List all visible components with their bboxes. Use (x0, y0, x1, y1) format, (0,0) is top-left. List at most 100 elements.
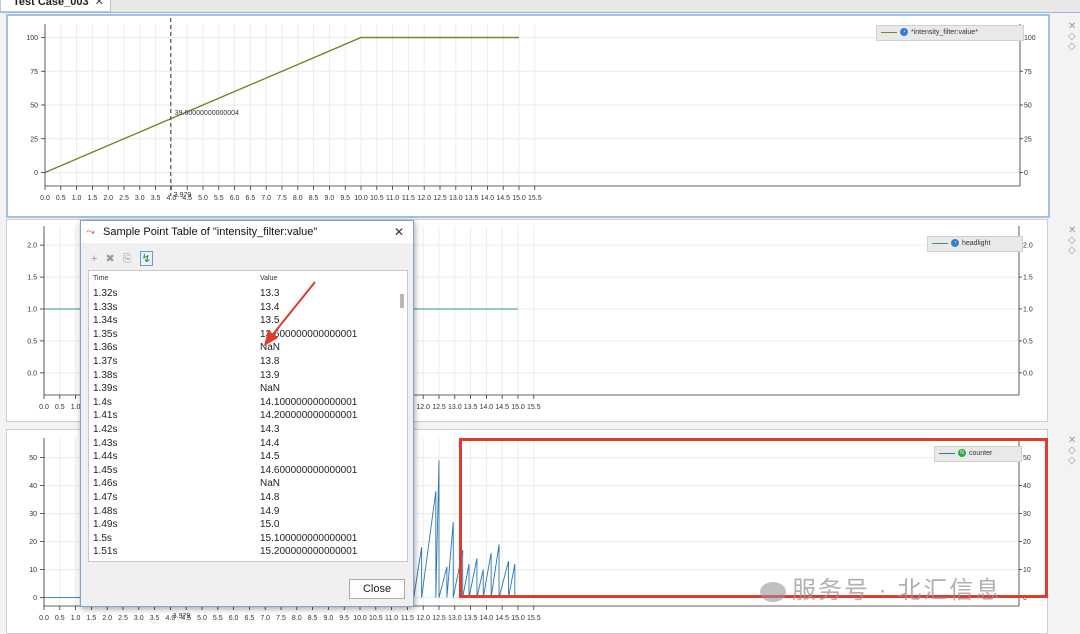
watermark: 服务号 · 北汇信息 (760, 570, 1001, 605)
cell-time: 1.34s (93, 315, 118, 327)
table-header: Time Value (89, 271, 407, 285)
cell-time: 1.47s (93, 492, 118, 503)
x-tick-label: 13.5 (464, 615, 478, 622)
x-tick-label: 3.5 (150, 615, 160, 622)
x-tick-label: 13.0 (448, 615, 462, 622)
scrollbar-thumb[interactable] (400, 294, 404, 308)
table-row[interactable]: 1.43s 14.4 (89, 437, 399, 451)
table-row[interactable]: 1.34s 13.5 (89, 314, 399, 328)
x-tick-label: 4.0 (166, 615, 176, 622)
cursor-x-label: 3.979 (173, 613, 191, 620)
tab-close-icon[interactable]: ✕ (94, 0, 104, 8)
x-tick-label: 11.5 (402, 195, 415, 202)
table-row[interactable]: 1.35s 13.600000000000001 (89, 328, 399, 342)
x-tick-label: 12.5 (433, 195, 447, 202)
x-tick-label: 1.5 (88, 195, 98, 202)
table-row[interactable]: 1.37s 13.8 (89, 355, 399, 369)
dialog-titlebar[interactable]: ⤳ Sample Point Table of "intensity_filte… (81, 221, 413, 243)
x-tick-label: 9.5 (339, 615, 349, 622)
table-row[interactable]: 1.47s 14.8 (89, 491, 399, 505)
cell-value: 14.3 (260, 424, 280, 435)
legend-line-icon (939, 452, 955, 454)
table-row[interactable]: 1.51s 15.200000000000001 (89, 545, 399, 559)
legend-intensity[interactable]: ◔ *intensity_filter:value* (876, 25, 1024, 41)
tab-test-case[interactable]: Test Case_003 ✕ (0, 0, 111, 12)
x-tick-label: 15.0 (511, 615, 525, 622)
legend-label: *intensity_filter:value* (911, 29, 978, 36)
x-tick-label: 14.0 (481, 195, 495, 202)
y-tick-label: 1.5 (27, 275, 37, 282)
integer-signal-icon: N (958, 449, 966, 458)
y-tick-label-right: 10 (1023, 567, 1031, 574)
close-icon[interactable]: ✕ (393, 225, 404, 239)
x-tick-label: 5.0 (198, 195, 208, 202)
cell-time: 1.46s (93, 478, 118, 490)
table-row[interactable]: 1.42s 14.3 (89, 423, 399, 437)
panel3-side-controls[interactable]: ✕ ◇ ◇ (1068, 435, 1077, 466)
legend-headlight[interactable]: ◔ headlight (927, 236, 1023, 252)
watermark-text: 服务号 · 北汇信息 (792, 577, 1002, 604)
table-row[interactable]: 1.32s 13.3 (89, 287, 399, 301)
y-tick-label: 0.5 (27, 338, 37, 345)
series-line-intensity (44, 36, 519, 174)
x-tick-label: 12.5 (432, 615, 446, 622)
table-row[interactable]: 1.44s 14.5 (89, 450, 399, 464)
x-tick-label: 5.0 (197, 615, 207, 622)
delete-icon[interactable]: ✖ (105, 253, 115, 265)
plot-panel-intensity[interactable]: 0.0 0.5 1.0 1.5 2.0 2.5 3.0 3.5 4.0 4.5 5.0 5.5 6.0 6… (6, 14, 1050, 218)
table-row[interactable]: 1.46s NaN (89, 477, 399, 491)
x-tick-label: 6.5 (245, 615, 255, 622)
table-row[interactable]: 1.4s 14.100000000000001 (89, 396, 399, 410)
cell-time: 1.32s (93, 288, 118, 299)
dialog-toolbar: + ✖ ⎘ ↯ (91, 251, 158, 267)
cell-value: 14.8 (260, 492, 280, 503)
x-tick-label: 11.5 (401, 615, 414, 622)
y-tick-label-right: 40 (1023, 483, 1031, 490)
panel1-side-controls[interactable]: ✕ ◇ ◇ (1068, 21, 1077, 52)
close-button[interactable]: Close (349, 579, 405, 599)
x-tick-label: 12.0 (416, 615, 430, 622)
table-scrollbar[interactable] (399, 270, 406, 560)
x-tick-label: 8.0 (293, 195, 303, 202)
x-tick-label: 1.0 (71, 615, 81, 622)
table-row[interactable]: 1.5s 15.100000000000001 (89, 532, 399, 546)
table-row[interactable]: 1.48s 14.9 (89, 505, 399, 519)
y-tick-label: 20 (29, 539, 37, 546)
x-tick-label: 8.0 (292, 615, 302, 622)
x-tick-label: 15.5 (527, 615, 541, 622)
column-header-time[interactable]: Time (93, 275, 109, 282)
cell-time: 1.5s (93, 532, 112, 544)
x-tick-label: 14.0 (480, 615, 494, 622)
table-row[interactable]: 1.36s NaN (89, 341, 399, 355)
legend-label: headlight (962, 240, 991, 247)
add-icon[interactable]: + (91, 253, 98, 265)
table-row[interactable]: 1.45s 14.600000000000001 (89, 464, 399, 478)
sample-table[interactable]: Time Value 1.32s 13.3 1.33s 13.4 1.34s 13.5 1.… (88, 270, 408, 562)
wechat-logo-icon (760, 581, 786, 602)
copy-icon[interactable]: ⎘ (122, 253, 132, 265)
y-tick-label: 10 (29, 567, 37, 574)
panel2-side-controls[interactable]: ✕ ◇ ◇ (1068, 225, 1077, 256)
x-tick-label: 11.0 (385, 615, 398, 622)
legend-line-icon (932, 242, 948, 244)
export-icon[interactable]: ↯ (139, 251, 153, 266)
y-tick-label: 40 (29, 483, 37, 490)
table-row[interactable]: 1.41s 14.200000000000001 (89, 409, 399, 423)
table-row[interactable]: 1.49s 15.0 (89, 518, 399, 532)
cell-value: 13.600000000000001 (260, 328, 358, 340)
y-tick-label: 0 (34, 170, 38, 177)
cell-time: 1.42s (93, 424, 118, 435)
y-tick-label: 0 (33, 595, 37, 602)
x-tick-label: 0.5 (55, 615, 65, 622)
table-row[interactable]: 1.38s 13.9 (89, 369, 399, 383)
cell-time: 1.36s (93, 342, 118, 354)
table-row[interactable]: 1.33s 13.4 (89, 301, 399, 315)
table-row[interactable]: 1.39s NaN (89, 382, 399, 396)
cell-time: 1.35s (93, 328, 118, 340)
app-icon: ⤳ (86, 226, 95, 238)
x-tick-label: 14.5 (496, 195, 510, 202)
x-tick-label: 5.5 (213, 615, 223, 622)
cell-value: 14.200000000000001 (260, 410, 358, 422)
column-header-value[interactable]: Value (260, 275, 278, 282)
